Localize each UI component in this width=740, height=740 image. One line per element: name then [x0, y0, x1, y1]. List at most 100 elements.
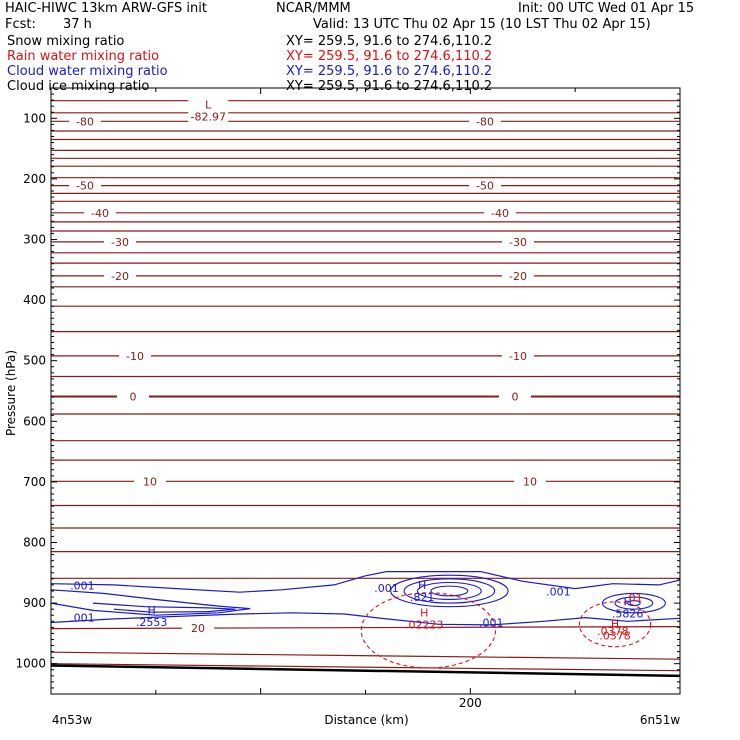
- init-time: Init: 00 UTC Wed 01 Apr 15: [518, 1, 695, 16]
- extremum-bg: [188, 97, 229, 124]
- temperature-isotherms: -80 -80 -50 -50 -40 -40 -30 -30 -20 -20 -10 -10 0 0 10…: [50, 100, 681, 678]
- extremum-kind: H: [623, 596, 631, 609]
- extremum-value: .0378: [599, 629, 631, 642]
- isotherm-label-bg: [134, 475, 166, 488]
- cloud-water-contour: [50, 612, 681, 626]
- rain-water-contour: [360, 592, 497, 669]
- extremum-kind: L: [205, 99, 212, 112]
- isotherm-label: 0: [130, 390, 137, 403]
- field-name-cloud-water: Cloud water mixing ratio: [7, 64, 168, 79]
- extremum-kind: H: [418, 579, 426, 592]
- forecast-label: Fcst:: [5, 17, 36, 32]
- contour-label: .001: [70, 612, 95, 625]
- x-tick-label: 200: [459, 696, 482, 710]
- x-start-label: 4n53w: [52, 713, 93, 727]
- y-axis-label: Pressure (hPa): [4, 350, 18, 436]
- field-name-snow: Snow mixing ratio: [7, 34, 125, 49]
- extremum-kind: H: [611, 617, 619, 630]
- rain-water-contours: [360, 592, 652, 669]
- cloud-water-contour: [601, 592, 666, 614]
- extremum-value: .821: [410, 591, 435, 604]
- isotherm-label-bg: [502, 269, 534, 282]
- y-tick-label: 500: [23, 354, 46, 368]
- isotherm-label-bg: [469, 115, 501, 128]
- extremum-value: -82.97: [191, 111, 226, 124]
- cloud-water-contour: [92, 602, 236, 613]
- x-end-label: 6n51w: [640, 713, 681, 727]
- extremum-kind: H: [147, 604, 155, 617]
- isotherm-label: 0: [512, 390, 519, 403]
- contour-label: .001: [374, 582, 399, 595]
- isotherm-line: [50, 651, 681, 660]
- isotherm-label: -80: [76, 115, 94, 128]
- isotherm-label-bg: [502, 349, 534, 362]
- organization-label: NCAR/MMM: [276, 1, 351, 16]
- isotherm-label: 10: [523, 475, 537, 488]
- valid-time: Valid: 13 UTC Thu 02 Apr 15 (10 LST Thu …: [313, 17, 651, 32]
- extremum-value: .5826: [612, 608, 644, 621]
- isotherm-label-bg: [502, 235, 534, 248]
- isotherm-label: -40: [91, 207, 109, 220]
- cloud-water-contour: [430, 585, 469, 597]
- isotherm-line: [50, 663, 681, 672]
- y-tick-label: 1000: [15, 657, 46, 671]
- isotherm-label-bg: [499, 390, 531, 403]
- isotherm-label: 10: [143, 475, 157, 488]
- isotherm-label-bg: [514, 475, 546, 488]
- isotherm-label: 20: [191, 622, 205, 635]
- isotherm-label: -20: [509, 270, 527, 283]
- contour-label: .001: [546, 586, 571, 599]
- y-tick-label: 900: [23, 596, 46, 610]
- cloud-water-contour: [390, 574, 509, 608]
- y-tick-label: 800: [23, 536, 46, 550]
- y-tick-label: 400: [23, 293, 46, 307]
- isotherm-label-bg: [117, 390, 149, 403]
- extremum-value: .02223: [405, 618, 444, 631]
- isotherm-label-bg: [69, 179, 101, 192]
- isotherm-label-bg: [69, 115, 101, 128]
- y-tick-label: 700: [23, 475, 46, 489]
- cloud-water-contour: [50, 571, 681, 593]
- field-xy-snow: XY= 259.5, 91.6 to 274.6,110.2: [286, 34, 493, 49]
- isotherm-line: [50, 626, 681, 630]
- y-tick-label: 300: [23, 233, 46, 247]
- y-tick-label: 600: [23, 414, 46, 428]
- contour-label: .001: [479, 616, 504, 629]
- cloud-water-contour: [403, 578, 496, 604]
- contour-label: .0378: [597, 625, 629, 638]
- extremum-kind: H: [420, 606, 428, 619]
- isotherm-label-bg: [104, 235, 136, 248]
- field-name-rain: Rain water mixing ratio: [7, 49, 160, 64]
- y-tick-label: 200: [23, 172, 46, 186]
- isotherm-label-bg: [84, 206, 116, 219]
- isotherm-label: -20: [111, 270, 129, 283]
- isotherm-label-bg: [104, 269, 136, 282]
- isotherm-label: -40: [491, 207, 509, 220]
- isotherm-label: -10: [509, 350, 527, 363]
- isotherm-label: -80: [476, 115, 494, 128]
- isotherm-label: -50: [476, 180, 494, 193]
- isotherm-label: -10: [126, 350, 144, 363]
- isotherm-label: -30: [111, 236, 129, 249]
- contour-label: .01: [625, 592, 643, 605]
- cloud-water-contours: [50, 571, 681, 626]
- isotherm-label-bg: [484, 206, 516, 219]
- rain-water-contour: [578, 601, 652, 648]
- y-tick-label: 100: [23, 111, 46, 125]
- field-xy-cloud-water: XY= 259.5, 91.6 to 274.6,110.2: [286, 64, 493, 79]
- isotherm-label-bg: [119, 349, 151, 362]
- isotherm-label-bg: [469, 179, 501, 192]
- cloud-water-contour: [416, 581, 482, 601]
- isotherm-label: -50: [76, 180, 94, 193]
- x-axis-label: Distance (km): [324, 713, 408, 727]
- cloud-water-contour: [614, 596, 654, 610]
- isotherm-label: -30: [509, 236, 527, 249]
- terrain-line: [50, 664, 681, 678]
- isotherm-label-bg: [182, 622, 214, 635]
- model-title: HAIC-HIWC 13km ARW-GFS init: [5, 1, 207, 16]
- field-name-cloud-ice: Cloud ice mixing ratio: [7, 79, 150, 94]
- field-xy-rain: XY= 259.5, 91.6 to 274.6,110.2: [286, 49, 493, 64]
